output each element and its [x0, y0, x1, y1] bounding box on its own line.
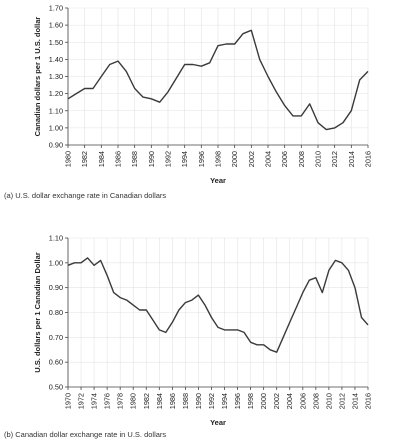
x-axis-title: Year [210, 418, 226, 427]
x-tick-label: 2000 [259, 393, 268, 409]
chart-caption: (a) U.S. dollar exchange rate in Canadia… [4, 191, 166, 200]
y-tick-label: 0.50 [49, 383, 63, 392]
x-tick-label: 1998 [246, 393, 255, 409]
y-tick-label: 1.20 [49, 89, 63, 98]
x-tick-label: 1982 [80, 151, 89, 167]
y-tick-label: 0.90 [49, 141, 63, 150]
y-tick-label: 0.60 [49, 358, 63, 367]
x-tick-label: 1994 [220, 393, 229, 409]
x-tick-label: 1984 [155, 393, 164, 409]
y-tick-label: 0.90 [49, 283, 63, 292]
x-tick-label: 1998 [214, 151, 223, 167]
x-tick-label: 1970 [64, 393, 73, 409]
x-tick-label: 2008 [297, 151, 306, 167]
y-tick-label: 0.80 [49, 308, 63, 317]
x-tick-label: 2002 [272, 393, 281, 409]
x-tick-label: 1986 [114, 151, 123, 167]
x-tick-label: 1978 [116, 393, 125, 409]
x-tick-label: 1990 [194, 393, 203, 409]
y-tick-label: 1.00 [49, 123, 63, 132]
x-tick-label: 2010 [314, 151, 323, 167]
x-tick-label: 1996 [233, 393, 242, 409]
series-line [67, 29, 369, 131]
y-tick-label: 1.40 [49, 55, 63, 64]
x-tick-label: 1976 [103, 393, 112, 409]
x-tick-label: 2008 [311, 393, 320, 409]
y-tick-label: 0.70 [49, 333, 63, 342]
x-tick-label: 1990 [147, 151, 156, 167]
x-tick-label: 1988 [130, 151, 139, 167]
x-tick-label: 1996 [197, 151, 206, 167]
x-tick-label: 2016 [364, 151, 373, 167]
x-tick-label: 2010 [324, 393, 333, 409]
x-tick-label: 2004 [264, 151, 273, 167]
y-tick-label: 1.10 [49, 234, 63, 243]
x-tick-label: 1988 [181, 393, 190, 409]
x-tick-label: 1992 [164, 151, 173, 167]
x-tick-label: 2006 [298, 393, 307, 409]
x-tick-label: 2016 [364, 393, 373, 409]
x-tick-label: 2012 [337, 393, 346, 409]
y-axis-title: U.S. dollars per 1 Canadian Dollar [33, 252, 42, 373]
x-tick-label: 1982 [142, 393, 151, 409]
chart-panel-b: 0.50 0.60 0.70 0.80 0.90 1.00 1.10 1970 1972 1974… [4, 234, 373, 440]
y-tick-label: 1.60 [49, 21, 63, 30]
x-tick-label: 2004 [285, 393, 294, 409]
x-tick-label: 2014 [347, 151, 356, 167]
chart-caption: (b) Canadian dollar exchange rate in U.S… [4, 430, 166, 439]
x-tick-label: 1980 [64, 151, 73, 167]
x-tick-label: 1972 [77, 393, 86, 409]
y-tick-label: 1.10 [49, 106, 63, 115]
series-line [67, 257, 369, 353]
x-tick-label: 2000 [230, 151, 239, 167]
x-tick-label: 1974 [90, 393, 99, 409]
x-tick-label: 2014 [350, 393, 359, 409]
x-tick-label: 1986 [168, 393, 177, 409]
chart-panel-a: 0.90 1.00 1.10 1.20 1.30 1.40 1.50 1.60 1.70 1980… [4, 4, 373, 201]
x-tick-label: 1984 [97, 151, 106, 167]
x-tick-label: 1980 [129, 393, 138, 409]
x-tick-label: 2012 [330, 151, 339, 167]
y-tick-label: 1.50 [49, 38, 63, 47]
y-axis-title: Canadian dollars per 1 U.S. dollar [33, 17, 42, 137]
x-tick-label: 2002 [247, 151, 256, 167]
x-tick-label: 2006 [280, 151, 289, 167]
y-tick-label: 1.00 [49, 258, 63, 267]
x-tick-label: 1992 [207, 393, 216, 409]
x-axis-title: Year [210, 176, 226, 185]
y-tick-label: 1.70 [49, 4, 63, 13]
y-tick-label: 1.30 [49, 72, 63, 81]
x-tick-label: 1994 [180, 151, 189, 167]
